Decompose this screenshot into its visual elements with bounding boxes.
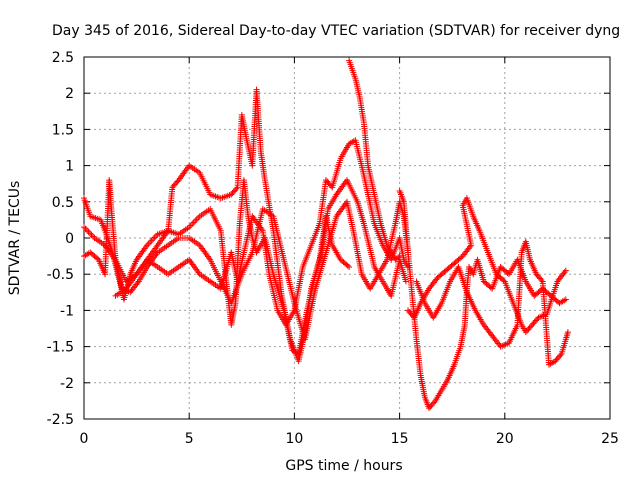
data-point <box>562 267 569 274</box>
data-point <box>402 278 409 285</box>
data-point <box>228 191 235 198</box>
x-axis-label: GPS time / hours <box>285 458 402 474</box>
data-point <box>427 403 434 410</box>
data-point <box>532 317 539 324</box>
x-tick-label: 5 <box>185 431 194 447</box>
data-point <box>529 321 536 328</box>
data-point <box>557 352 564 359</box>
data-point <box>553 356 560 363</box>
data-point <box>535 274 542 281</box>
data-point <box>169 184 176 191</box>
data-point <box>564 329 571 336</box>
data-point <box>189 221 196 228</box>
y-axis-label: SDTVAR / TECUs <box>7 181 23 296</box>
data-point <box>346 263 353 270</box>
y-tick-label: 1 <box>65 159 74 175</box>
data-point <box>533 271 540 278</box>
data-point <box>147 239 154 246</box>
data-point <box>458 254 465 261</box>
plot-frame <box>83 56 611 420</box>
data-point <box>190 219 197 226</box>
data-point <box>522 329 529 336</box>
data-point <box>151 234 158 241</box>
data-point <box>145 240 152 247</box>
data-point <box>322 177 329 184</box>
data-point <box>395 254 402 261</box>
data-point <box>537 275 544 282</box>
y-tick-label: -1 <box>60 303 74 319</box>
data-point <box>531 318 538 325</box>
data-point <box>324 178 331 185</box>
data-point <box>431 399 438 406</box>
axis-ticks: 0 5 10 15 20 25 -2.5 -2 -1.5 -1 -0.5 0 0.5 1 1.5 2 2.5 <box>47 50 619 447</box>
data-point <box>195 214 202 221</box>
data-point <box>88 231 95 238</box>
y-tick-label: 0 <box>65 231 74 247</box>
chart-title: Day 345 of 2016, Sidereal Day-to-day VTE… <box>52 23 620 39</box>
data-point <box>82 225 89 232</box>
x-tick-label: 10 <box>285 431 303 447</box>
data-point <box>171 181 178 188</box>
data-point <box>526 324 533 331</box>
data-point <box>173 179 180 186</box>
x-tick-label: 20 <box>496 431 514 447</box>
data-point <box>94 255 101 262</box>
x-tick-label: 25 <box>601 431 619 447</box>
data-point <box>552 358 559 365</box>
data-point <box>174 178 181 185</box>
data-point <box>429 400 436 407</box>
data-point <box>524 327 531 334</box>
y-tick-label: 1.5 <box>52 122 74 138</box>
data-point <box>230 188 237 195</box>
data-point <box>81 224 87 231</box>
data-point <box>229 190 236 197</box>
data-point <box>405 307 412 314</box>
data-point <box>407 310 414 317</box>
data-point <box>192 217 199 224</box>
data-point <box>233 185 240 192</box>
grid-lines <box>84 57 610 419</box>
data-point <box>232 187 239 194</box>
data-point <box>87 230 94 237</box>
data-point <box>84 227 91 234</box>
data-points <box>81 57 571 412</box>
data-point <box>406 308 413 315</box>
data-point <box>85 228 92 235</box>
data-point <box>538 276 545 283</box>
y-tick-label: -1.5 <box>47 340 74 356</box>
data-point <box>170 182 177 189</box>
data-point <box>396 253 403 260</box>
data-point <box>534 272 541 279</box>
data-point <box>326 181 333 188</box>
y-tick-label: -0.5 <box>47 267 74 283</box>
y-tick-label: 2 <box>65 86 74 102</box>
data-point <box>426 405 433 412</box>
data-point <box>500 277 507 284</box>
data-point <box>193 216 200 223</box>
data-point <box>530 320 537 327</box>
data-point <box>344 262 351 269</box>
data-point <box>562 296 569 303</box>
data-point <box>428 402 435 409</box>
y-tick-label: -2.5 <box>47 412 74 428</box>
y-tick-label: 0.5 <box>52 195 74 211</box>
data-point <box>525 326 532 333</box>
y-tick-label: -2 <box>60 376 74 392</box>
data-point <box>408 311 415 318</box>
x-tick-label: 0 <box>80 431 89 447</box>
data-point <box>187 222 194 229</box>
x-tick-label: 15 <box>391 431 409 447</box>
y-tick-label: 2.5 <box>52 50 74 66</box>
data-point <box>90 233 97 240</box>
data-point <box>150 236 157 243</box>
data-point <box>556 353 563 360</box>
data-point <box>527 323 534 330</box>
data-point <box>554 355 561 362</box>
